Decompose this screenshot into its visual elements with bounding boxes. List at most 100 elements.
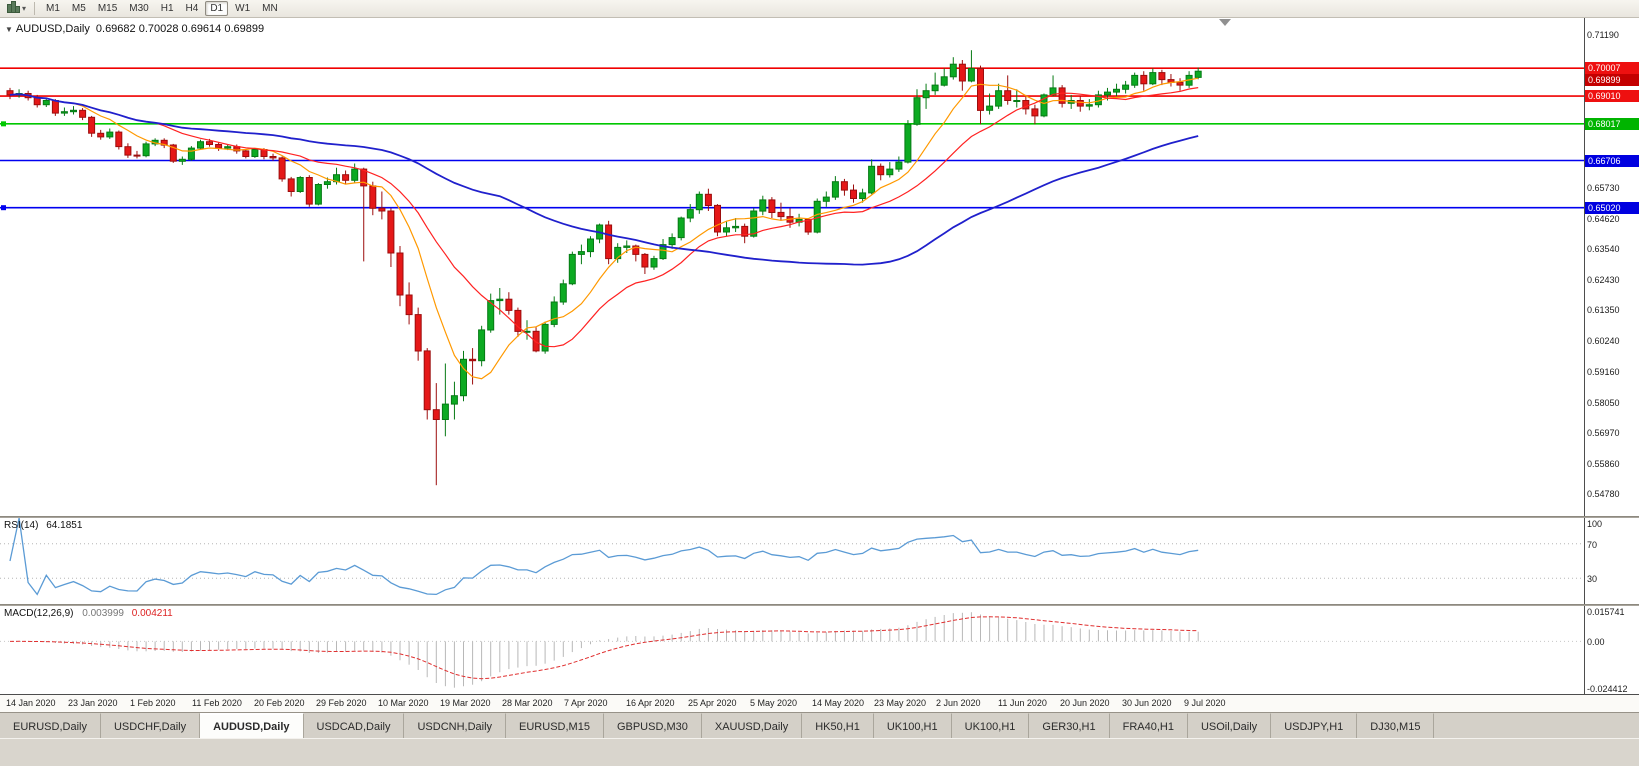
price-axis-label: 0.59160 — [1587, 367, 1620, 377]
chart-tab-usoil-daily[interactable]: USOil,Daily — [1188, 713, 1272, 739]
price-axis-label: 0.69010 — [1585, 90, 1639, 102]
macd-main-value: 0.003999 — [82, 608, 124, 619]
rsi-line — [9, 518, 1199, 596]
chart-tab-audusd-daily[interactable]: AUDUSD,Daily — [200, 713, 304, 739]
chart-type-icon[interactable] — [5, 1, 20, 15]
price-axis-label: 0.54780 — [1587, 489, 1620, 499]
chart-tab-xauusd-daily[interactable]: XAUUSD,Daily — [702, 713, 803, 739]
price-axis-label: 0.61350 — [1587, 305, 1620, 315]
price-axis-label: 0.56970 — [1587, 428, 1620, 438]
time-axis-label: 5 May 2020 — [750, 698, 798, 708]
rsi-axis: 100 70 30 — [1584, 518, 1639, 604]
timeframe-button-h4[interactable]: H4 — [181, 1, 204, 16]
macd-name: MACD(12,26,9) — [4, 608, 74, 619]
line-handle[interactable] — [1, 121, 6, 127]
chart-symbol-timeframe: AUDUSD,Daily — [15, 23, 90, 35]
chart-tab-hk50-h1[interactable]: HK50,H1 — [802, 713, 874, 739]
chart-menu-caret-icon[interactable]: ▼ — [5, 25, 13, 34]
time-axis-label: 25 Apr 2020 — [688, 698, 737, 708]
chart-tab-usdchf-daily[interactable]: USDCHF,Daily — [101, 713, 201, 739]
current-price-label: 0.69899 — [1585, 74, 1639, 86]
time-axis-label: 9 Jul 2020 — [1184, 698, 1226, 708]
chart-tab-uk100-h1[interactable]: UK100,H1 — [874, 713, 952, 739]
time-axis-label: 11 Jun 2020 — [998, 698, 1047, 708]
macd-axis-label: -0.024412 — [1587, 684, 1628, 694]
chart-tab-eurusd-m15[interactable]: EURUSD,M15 — [506, 713, 604, 739]
timeframe-button-m15[interactable]: M15 — [93, 1, 122, 16]
macd-canvas[interactable] — [0, 606, 1584, 694]
time-axis-label: 10 Mar 2020 — [378, 698, 429, 708]
time-axis-label: 20 Jun 2020 — [1060, 698, 1110, 708]
status-bar — [0, 738, 1639, 766]
chart-ohlc-values: 0.69682 0.70028 0.69614 0.69899 — [95, 23, 265, 35]
price-axis-label: 0.60240 — [1587, 336, 1620, 346]
time-axis-label: 19 Mar 2020 — [440, 698, 491, 708]
main-chart-panel[interactable] — [0, 18, 1584, 516]
rsi-axis-label: 30 — [1587, 574, 1598, 584]
price-axis-label: 0.70007 — [1585, 62, 1639, 74]
time-axis-label: 11 Feb 2020 — [192, 698, 242, 708]
macd-axis-label: 0.00 — [1587, 637, 1605, 647]
main-chart-canvas[interactable] — [0, 18, 1584, 516]
timeframe-button-m5[interactable]: M5 — [67, 1, 91, 16]
candles-layer — [6, 50, 1202, 486]
timeframe-buttons-group: M1 M5 M15 M30 H1 H4 D1 W1 MN — [40, 1, 284, 16]
macd-histogram — [18, 612, 1199, 688]
time-axis-label: 30 Jun 2020 — [1122, 698, 1172, 708]
price-axis-label: 0.71190 — [1587, 30, 1619, 40]
rsi-axis-label: 70 — [1587, 540, 1598, 550]
macd-indicator-panel[interactable] — [0, 606, 1584, 694]
price-axis-label: 0.63540 — [1587, 244, 1620, 254]
macd-label: MACD(12,26,9) 0.003999 0.004211 — [4, 608, 173, 619]
time-axis-label: 16 Apr 2020 — [626, 698, 675, 708]
rsi-axis-label: 100 — [1587, 519, 1603, 529]
timeframe-toolbar: ▾ M1 M5 M15 M30 H1 H4 D1 W1 MN — [0, 0, 1639, 18]
horizontal-lines-layer — [0, 67, 1584, 211]
time-axis-label: 28 Mar 2020 — [502, 698, 553, 708]
price-axis-label: 0.66706 — [1585, 155, 1639, 167]
rsi-name: RSI(14) — [4, 520, 39, 531]
chart-tab-ger30-h1[interactable]: GER30,H1 — [1029, 713, 1110, 739]
price-axis-label: 0.58050 — [1587, 398, 1620, 408]
timeframe-button-mn[interactable]: MN — [257, 1, 283, 16]
timeframe-button-w1[interactable]: W1 — [230, 1, 255, 16]
rsi-indicator-panel[interactable] — [0, 518, 1584, 604]
moving-average-17-line — [9, 87, 1199, 348]
chart-tab-gbpusd-m30[interactable]: GBPUSD,M30 — [604, 713, 702, 739]
time-axis-label: 29 Feb 2020 — [316, 698, 367, 708]
chart-tab-eurusd-daily[interactable]: EURUSD,Daily — [0, 713, 101, 739]
macd-signal-line — [9, 616, 1199, 680]
timeframe-button-d1[interactable]: D1 — [205, 1, 229, 16]
chart-tab-fra40-h1[interactable]: FRA40,H1 — [1110, 713, 1188, 739]
rsi-label: RSI(14) 64.1851 — [4, 520, 82, 531]
price-axis[interactable]: 0.71190 0.70007 0.69899 0.69010 0.68017 0.667… — [1584, 18, 1639, 516]
chart-tab-uk100-h1[interactable]: UK100,H1 — [952, 713, 1030, 739]
moving-average-8-line — [9, 77, 1199, 380]
chart-title: ▼ AUDUSD,Daily 0.69682 0.70028 0.69614 0.6… — [5, 23, 264, 35]
time-axis-label: 20 Feb 2020 — [254, 698, 305, 708]
time-axis-label: 1 Feb 2020 — [130, 698, 176, 708]
rsi-value: 64.1851 — [46, 520, 83, 531]
time-axis[interactable]: 14 Jan 2020 23 Jan 2020 1 Feb 2020 11 Feb 2… — [0, 694, 1639, 712]
chart-tab-usdcad-daily[interactable]: USDCAD,Daily — [304, 713, 405, 739]
chart-tab-usdjpy-h1[interactable]: USDJPY,H1 — [1271, 713, 1358, 739]
line-handle[interactable] — [1, 205, 6, 211]
time-axis-label: 2 Jun 2020 — [936, 698, 981, 708]
time-axis-label: 23 May 2020 — [874, 698, 927, 708]
timeframe-button-m1[interactable]: M1 — [41, 1, 65, 16]
time-axis-label: 23 Jan 2020 — [68, 698, 118, 708]
price-axis-label: 0.65730 — [1587, 183, 1620, 193]
panel-splitter[interactable] — [0, 604, 1639, 607]
timeframe-button-h1[interactable]: H1 — [156, 1, 179, 16]
chevron-down-icon[interactable]: ▾ — [22, 4, 27, 13]
price-axis-label: 0.64620 — [1587, 214, 1620, 224]
chart-shift-marker[interactable] — [1219, 19, 1231, 26]
rsi-canvas[interactable] — [0, 518, 1584, 604]
chart-tab-dj30-m15[interactable]: DJ30,M15 — [1357, 713, 1435, 739]
price-axis-label: 0.68017 — [1585, 118, 1639, 130]
timeframe-button-m30[interactable]: M30 — [124, 1, 153, 16]
chart-tab-usdcnh-daily[interactable]: USDCNH,Daily — [404, 713, 507, 739]
panel-splitter[interactable] — [0, 516, 1639, 519]
time-axis-label: 14 Jan 2020 — [6, 698, 56, 708]
